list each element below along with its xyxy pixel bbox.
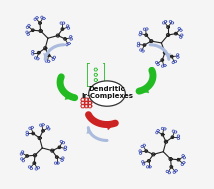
Ellipse shape: [89, 81, 125, 106]
Text: Dendritic
Ir-Complexes: Dendritic Ir-Complexes: [81, 86, 133, 99]
